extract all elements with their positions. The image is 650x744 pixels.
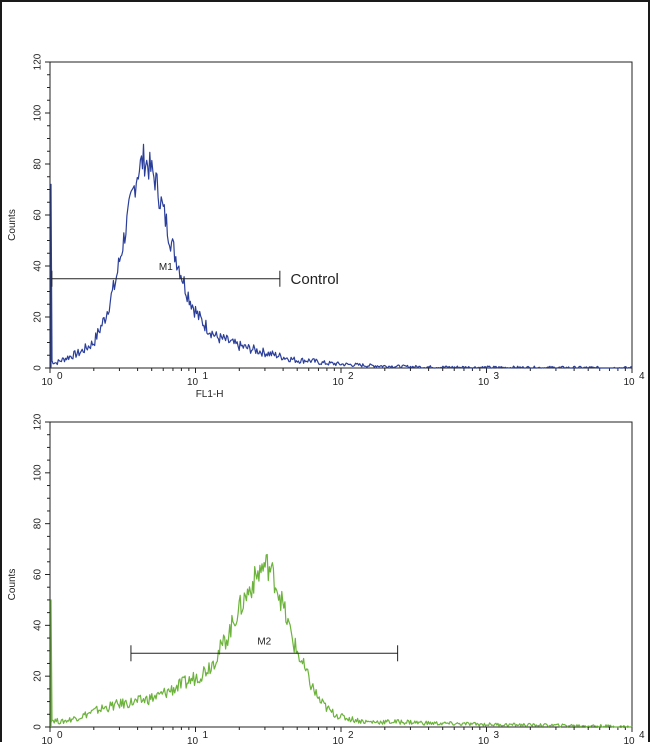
y-axis-title: Counts: [7, 569, 18, 601]
annotation-label: Control: [291, 271, 339, 288]
y-tick-label: 0: [33, 724, 44, 730]
y-tick-label: 20: [33, 311, 44, 323]
histogram-series-line: [50, 553, 633, 728]
y-tick-label: 100: [33, 104, 44, 121]
y-tick-label: 80: [33, 158, 44, 170]
x-tick-exponent: 2: [348, 371, 354, 382]
x-axis-title: FL1-H: [196, 389, 224, 400]
x-tick-label: 10: [478, 377, 490, 388]
y-tick-label: 80: [33, 518, 44, 530]
y-tick-label: 60: [33, 209, 44, 221]
x-tick-label: 10: [332, 377, 344, 388]
x-tick-exponent: 4: [639, 730, 645, 741]
x-tick-label: 10: [332, 736, 344, 744]
x-tick-exponent: 3: [494, 371, 500, 382]
plot-area: [49, 421, 633, 728]
x-tick-exponent: 0: [57, 371, 63, 382]
x-tick-exponent: 4: [639, 371, 645, 382]
y-tick-label: 100: [33, 464, 44, 481]
y-tick-label: 40: [33, 260, 44, 272]
x-tick-label: 10: [478, 736, 490, 744]
y-axis-title: Counts: [7, 209, 18, 241]
x-tick-exponent: 1: [203, 371, 209, 382]
y-tick-label: 40: [33, 619, 44, 631]
x-tick-exponent: 1: [203, 730, 209, 741]
x-tick-exponent: 0: [57, 730, 63, 741]
histogram-series-line: [50, 143, 633, 369]
x-tick-exponent: 2: [348, 730, 354, 741]
marker-gate-label: M1: [159, 262, 173, 273]
x-tick-label: 10: [187, 736, 199, 744]
plot-area: [49, 61, 633, 369]
x-tick-label: 10: [623, 377, 635, 388]
y-tick-label: 0: [33, 365, 44, 371]
marker-gate-label: M2: [257, 636, 271, 647]
y-tick-label: 60: [33, 569, 44, 581]
x-tick-label: 10: [41, 736, 53, 744]
y-tick-label: 20: [33, 670, 44, 682]
x-tick-label: 10: [187, 377, 199, 388]
x-tick-exponent: 3: [494, 730, 500, 741]
histogram-panel-1: 020406080100120100101102103104CountsFL1-…: [7, 53, 645, 400]
y-tick-label: 120: [33, 413, 44, 430]
x-tick-label: 10: [623, 736, 635, 744]
x-tick-label: 10: [41, 377, 53, 388]
y-tick-label: 120: [33, 53, 44, 70]
